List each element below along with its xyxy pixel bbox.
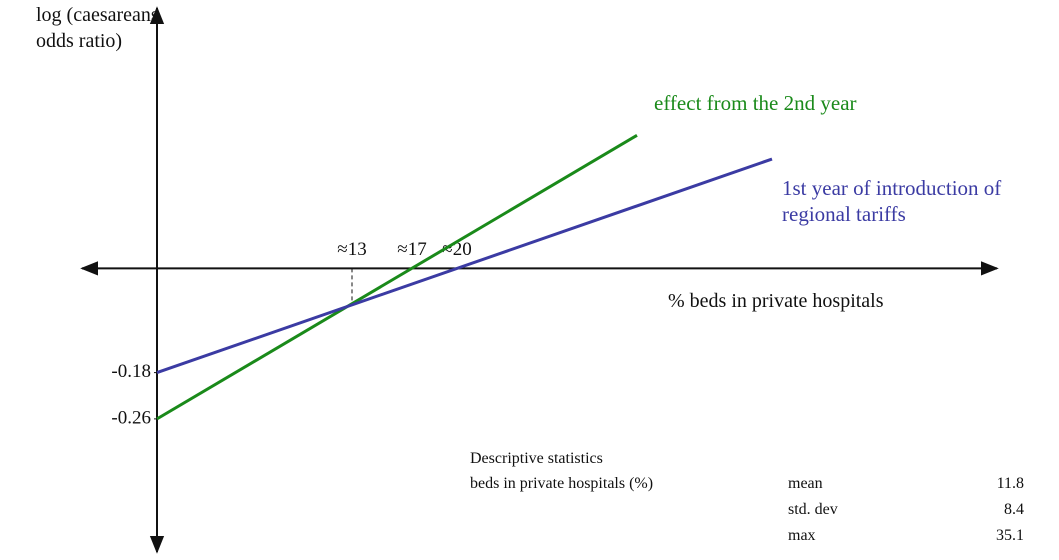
- stats-value: 35.1: [996, 527, 1024, 544]
- stats-table: mean 11.8 std. dev 8.4 max 35.1: [788, 471, 1024, 549]
- stats-label: std. dev: [788, 501, 838, 518]
- x-tick-label: ≈13: [337, 239, 366, 260]
- stats-title: Descriptive statistics: [470, 450, 603, 467]
- stats-row: mean 11.8: [788, 471, 1024, 497]
- stats-subtitle: beds in private hospitals (%): [470, 475, 654, 492]
- legend-label: effect from the 2nd year: [654, 91, 857, 115]
- series-line: [156, 157, 773, 375]
- y-tick-label: -0.18: [111, 361, 151, 382]
- series-line: [156, 134, 638, 421]
- stats-value: 8.4: [1004, 501, 1024, 518]
- legend-label: 1st year of introduction of regional tar…: [782, 176, 1002, 226]
- y-axis-label: log (caesareans odds ratio): [36, 4, 159, 52]
- stats-label: mean: [788, 475, 823, 492]
- x-tick-label: ≈17: [397, 239, 426, 260]
- stats-label: max: [788, 527, 816, 544]
- x-tick-label: ≈20: [442, 239, 471, 260]
- stats-row: std. dev 8.4: [788, 497, 1024, 523]
- stats-row: max 35.1: [788, 523, 1024, 549]
- y-tick-label: -0.26: [111, 407, 151, 428]
- x-axis-label: % beds in private hospitals: [668, 290, 884, 312]
- stats-value: 11.8: [996, 475, 1024, 492]
